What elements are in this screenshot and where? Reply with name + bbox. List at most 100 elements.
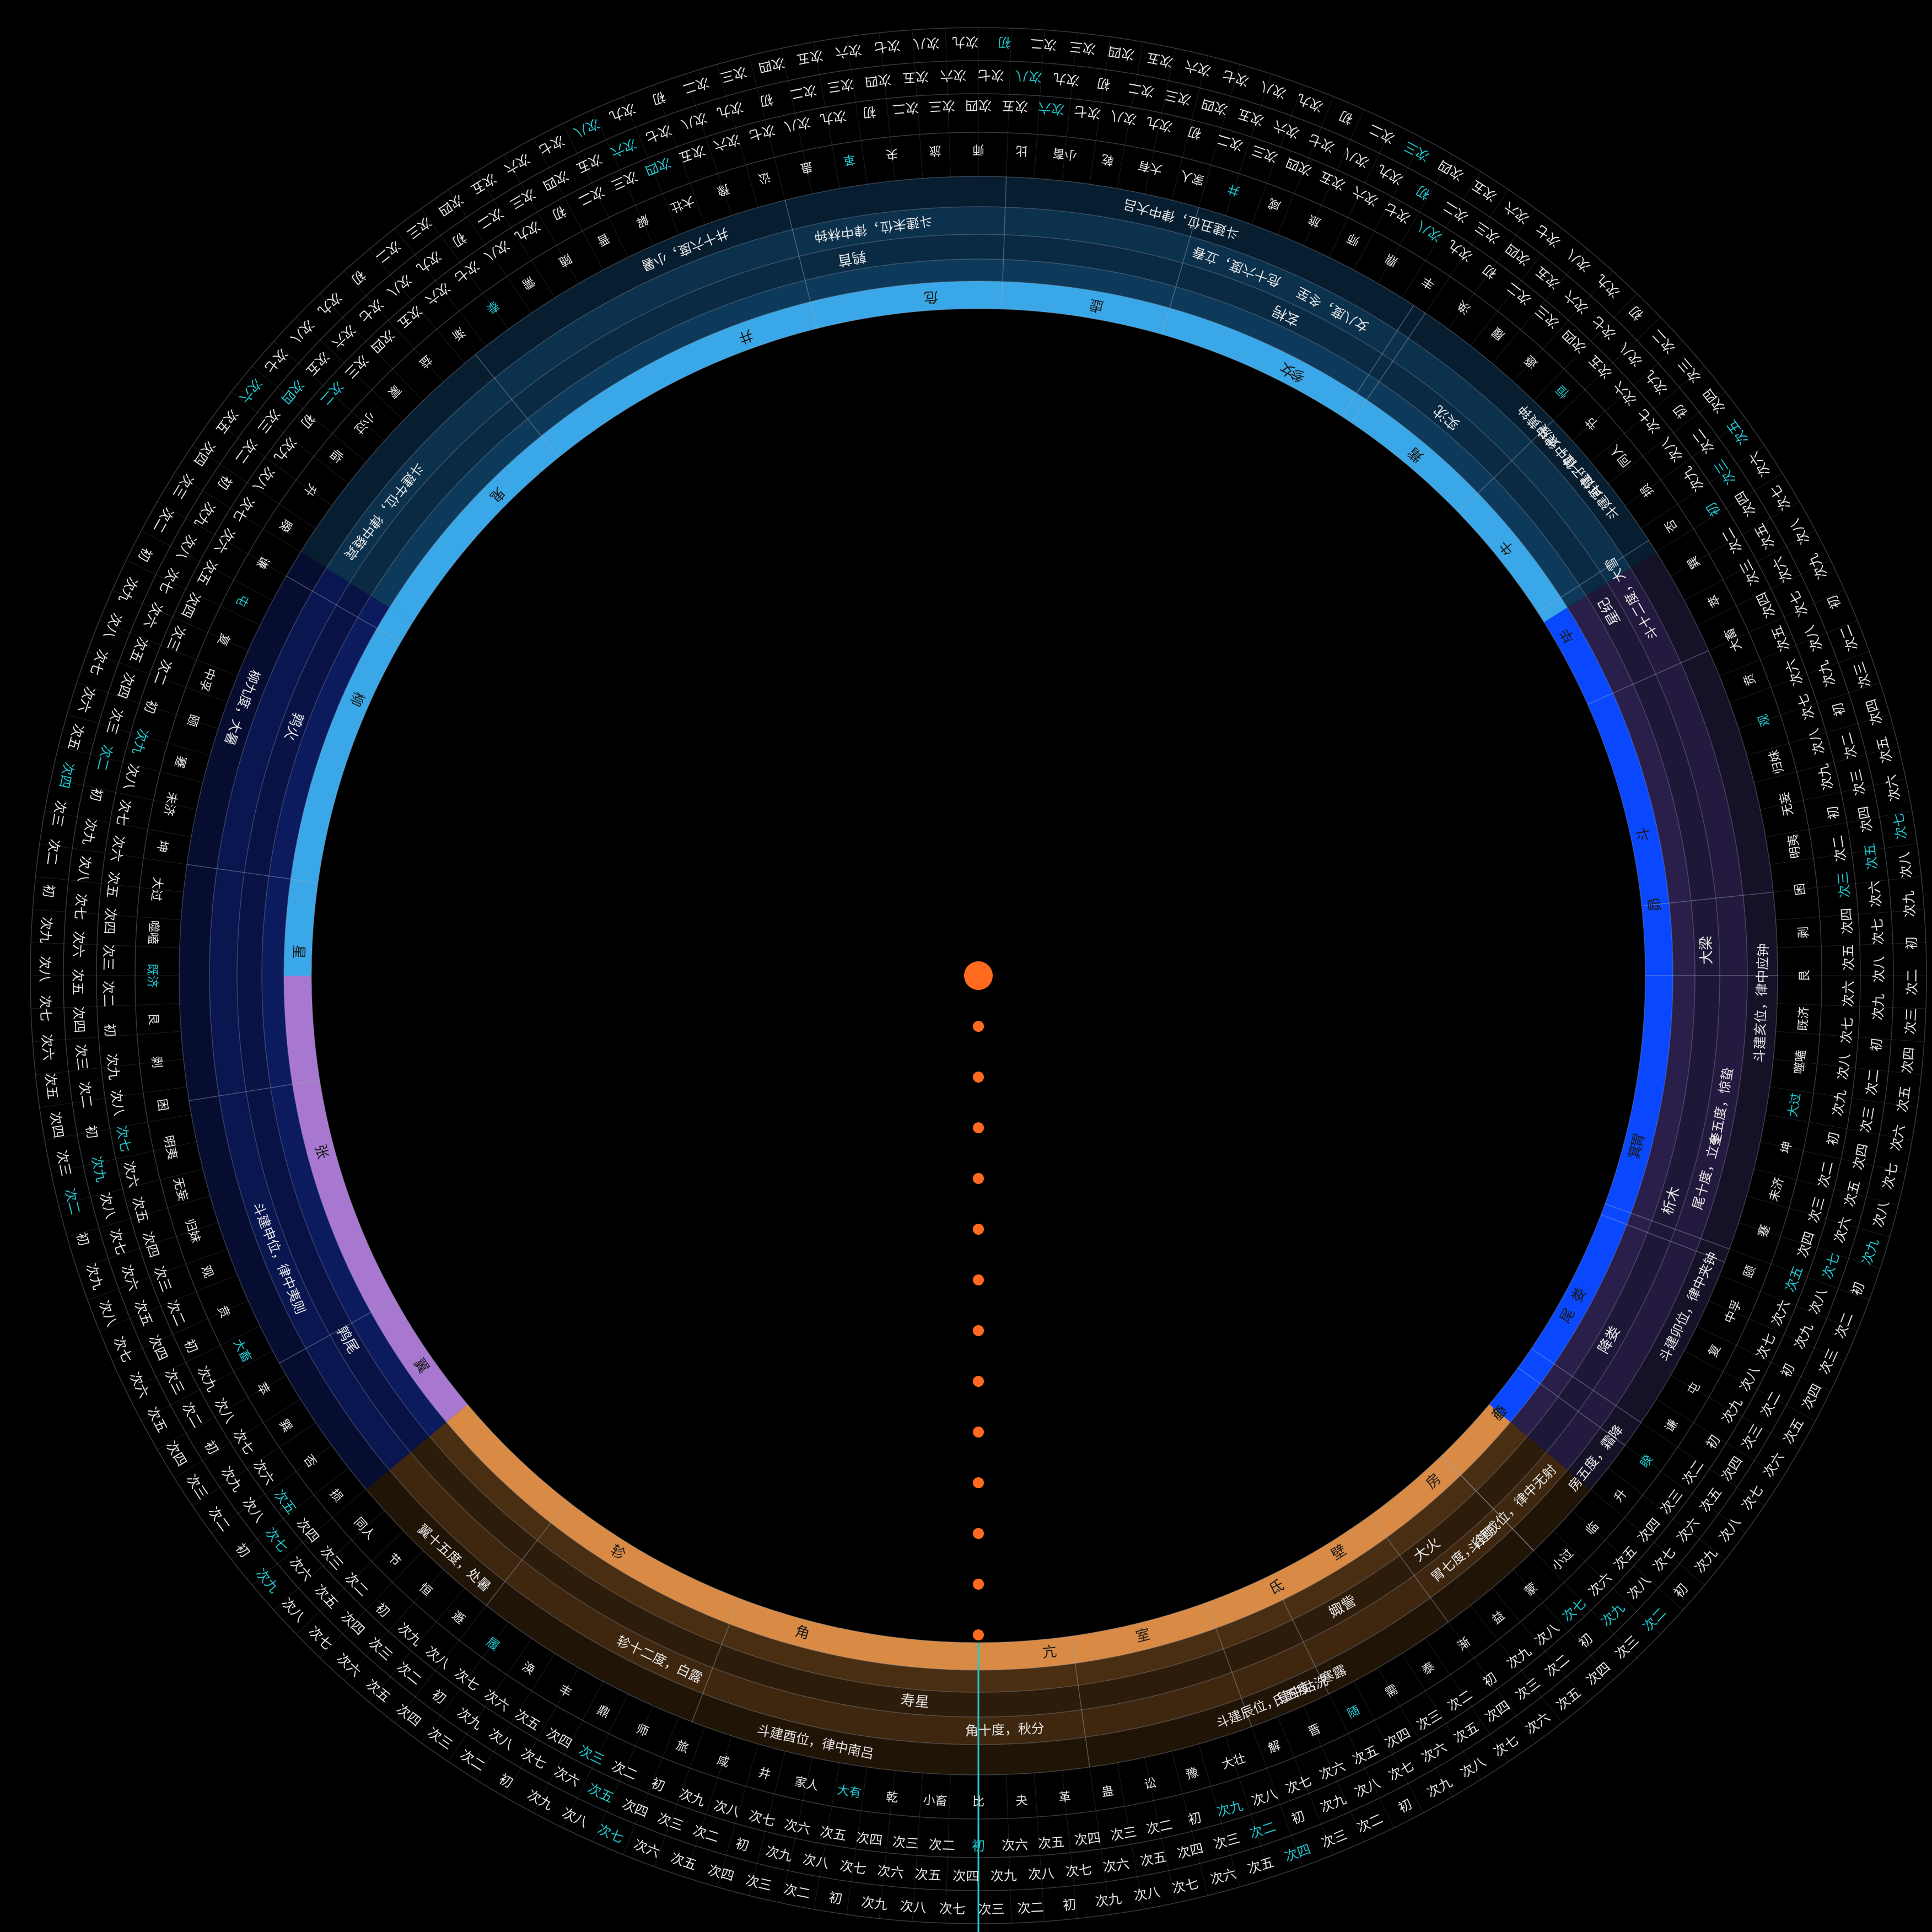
- line-label: 次六: [1002, 1837, 1029, 1854]
- radial-tick: [273, 341, 385, 442]
- line-label: 次七: [873, 37, 901, 56]
- line-label: 次四: [101, 907, 119, 935]
- radial-tick: [35, 1059, 184, 1075]
- radial-tick: [623, 96, 680, 235]
- line-label: 次七: [1870, 918, 1886, 945]
- line-label: 次七: [37, 995, 53, 1022]
- radial-tick: [1006, 28, 1012, 177]
- radial-tick: [252, 366, 367, 462]
- radial-tick: [1425, 1638, 1509, 1762]
- radial-tick: [1640, 1422, 1765, 1506]
- hexagram-label: 噬嗑: [146, 920, 160, 945]
- line-label: 初: [83, 1124, 100, 1139]
- radial-tick: [1775, 1031, 1924, 1042]
- hexagram-label: 困: [154, 1098, 170, 1112]
- hexagram-label: 蛊: [799, 159, 814, 175]
- hexagram-label: 革: [1058, 1790, 1072, 1805]
- radial-tick: [1719, 1274, 1858, 1331]
- mansion-label: 星: [290, 944, 307, 959]
- hexagram-label: 师: [972, 142, 984, 156]
- radius-dot: [973, 1376, 984, 1387]
- line-label: 次九: [860, 1895, 889, 1913]
- line-label: 次四: [864, 72, 892, 90]
- radial-tick: [879, 33, 895, 181]
- radial-tick: [421, 208, 509, 330]
- line-label: 初: [101, 1023, 117, 1037]
- radius-dot: [973, 1173, 984, 1184]
- radial-tick: [77, 1222, 219, 1269]
- radial-tick: [192, 445, 316, 529]
- radial-tick: [533, 138, 604, 270]
- radial-tick: [685, 1735, 732, 1877]
- hexagram-label: 既济: [1796, 1007, 1811, 1031]
- radial-tick: [1775, 909, 1924, 921]
- line-label: 次六: [39, 1034, 56, 1061]
- radial-tick: [231, 1467, 349, 1560]
- line-label: 次八: [1015, 68, 1042, 85]
- hexagram-label: 夬: [885, 146, 899, 161]
- radius-dot: [973, 1224, 984, 1235]
- hexagram-label: 旅: [929, 143, 941, 157]
- radial-tick: [654, 1726, 706, 1867]
- radial-tick: [912, 30, 923, 179]
- radial-tick: [51, 1141, 197, 1174]
- radial-tick: [1533, 1550, 1638, 1658]
- line-label: 次九: [990, 1868, 1017, 1884]
- line-label: 次八: [913, 35, 940, 52]
- mansion-divider: [1642, 891, 1774, 907]
- line-label: 初: [1825, 1131, 1842, 1147]
- radial-tick: [112, 1300, 249, 1362]
- radial-tick: [1769, 843, 1918, 865]
- ring-bands: [179, 176, 1778, 1775]
- radial-tick: [1034, 1773, 1045, 1922]
- inner-ring-east-blue: [1489, 607, 1673, 1422]
- radius-dot: [973, 1021, 984, 1032]
- radial-tick: [1777, 942, 1926, 948]
- radial-tick: [1746, 714, 1890, 756]
- radial-tick: [1470, 1605, 1563, 1723]
- radial-tick: [1089, 36, 1111, 185]
- line-label: 次六: [940, 67, 967, 83]
- hexagram-label: 困: [1793, 882, 1808, 896]
- radial-tick: [1729, 651, 1870, 703]
- line-label: 次二: [44, 838, 62, 866]
- radial-tick: [813, 1762, 840, 1909]
- radial-tick: [1401, 1653, 1481, 1780]
- hexagram-label: 噬嗑: [1793, 1050, 1809, 1075]
- band1-west-purple: [261, 976, 446, 1436]
- mansion-divider: [1517, 1367, 1626, 1446]
- radial-tick: [533, 1681, 604, 1813]
- line-label: 次六: [1037, 100, 1065, 117]
- band4-west-navy: [179, 552, 326, 976]
- radial-tick: [1769, 1086, 1918, 1108]
- radial-tick: [1470, 228, 1563, 346]
- line-label: 次九: [1830, 1089, 1849, 1117]
- band3-east-blue: [1546, 568, 1747, 1470]
- hexagram-label: 讼: [1143, 1776, 1158, 1792]
- line-label: 初: [1825, 805, 1842, 821]
- radial-tick: [1624, 418, 1746, 507]
- band4-north-blue: [300, 176, 1656, 568]
- line-label: 次二: [892, 100, 919, 117]
- line-label: 次三: [73, 1043, 90, 1071]
- line-label: 次五: [70, 968, 85, 995]
- mansion-divider: [1351, 313, 1426, 423]
- mansion-label: 危: [923, 288, 939, 306]
- radial-tick: [1328, 1694, 1395, 1828]
- hexagram-label: 艮: [1798, 970, 1812, 982]
- radial-tick: [717, 64, 758, 208]
- radial-tick: [1753, 746, 1899, 783]
- radial-tick: [1684, 530, 1816, 601]
- line-label: 次七: [978, 67, 1004, 83]
- radial-tick: [394, 228, 487, 346]
- radial-tick: [1760, 1141, 1906, 1174]
- radial-tick: [1171, 1751, 1208, 1896]
- hexagram-label: 比: [972, 1795, 984, 1809]
- line-label: 初: [1904, 936, 1920, 950]
- line-label: 次八: [75, 855, 93, 883]
- line-label: 次八: [1027, 1865, 1055, 1882]
- radial-tick: [1624, 1445, 1746, 1533]
- radial-tick: [1303, 1705, 1365, 1842]
- line-label: 初: [40, 884, 57, 898]
